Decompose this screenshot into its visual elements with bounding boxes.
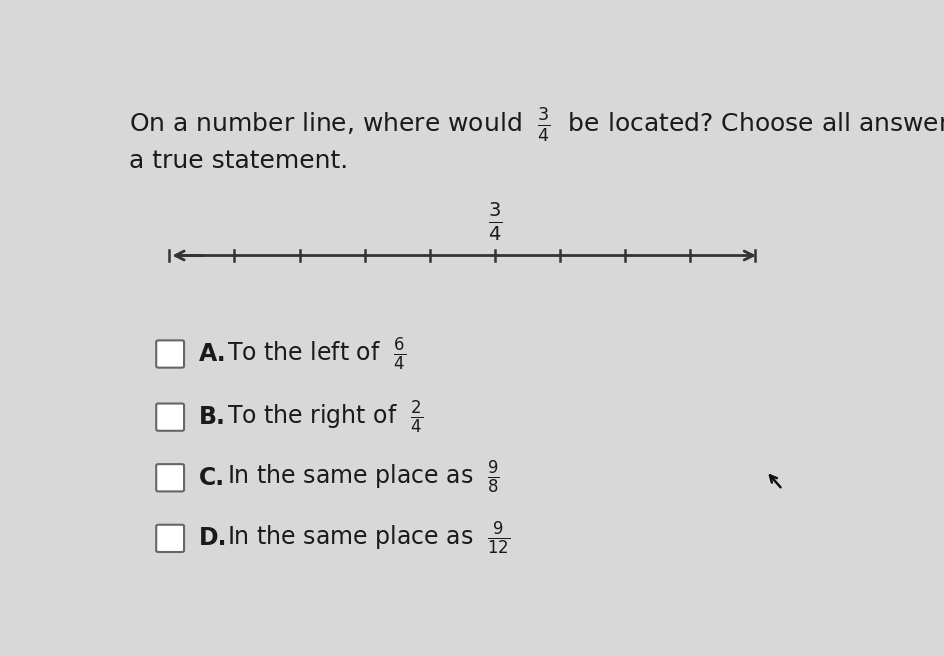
Text: $\frac{3}{4}$: $\frac{3}{4}$ [487, 201, 501, 243]
FancyBboxPatch shape [156, 464, 184, 491]
Text: In the same place as  $\frac{9}{8}$: In the same place as $\frac{9}{8}$ [227, 459, 499, 497]
FancyBboxPatch shape [156, 340, 184, 367]
Text: In the same place as  $\frac{9}{12}$: In the same place as $\frac{9}{12}$ [227, 520, 510, 557]
FancyBboxPatch shape [156, 525, 184, 552]
FancyBboxPatch shape [156, 403, 184, 431]
Text: a true statement.: a true statement. [129, 150, 348, 173]
Text: On a number line, where would  $\frac{3}{4}$  be located? Choose all answers tha: On a number line, where would $\frac{3}{… [129, 106, 944, 144]
Text: C.: C. [198, 466, 225, 490]
Text: To the right of  $\frac{2}{4}$: To the right of $\frac{2}{4}$ [227, 398, 422, 436]
Text: A.: A. [198, 342, 226, 366]
Text: B.: B. [198, 405, 226, 429]
Text: D.: D. [198, 526, 227, 550]
Text: To the left of  $\frac{6}{4}$: To the left of $\frac{6}{4}$ [227, 335, 405, 373]
